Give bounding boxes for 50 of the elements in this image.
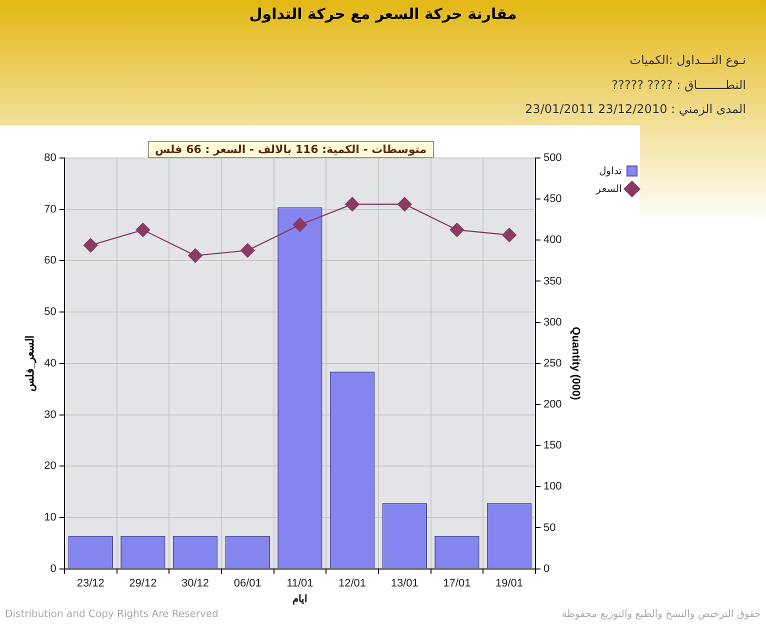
x-tick-label: 19/01	[496, 577, 524, 590]
point	[502, 228, 516, 242]
y2-tick-label: 200	[543, 398, 562, 411]
x-tick-label: 11/01	[286, 577, 314, 590]
y-tick-label: 80	[44, 152, 56, 164]
x-tick-label: 29/12	[129, 577, 157, 590]
text: النطــــــــاق : ???? ?????	[612, 78, 746, 92]
text: متوسطات - الكمية: 116 بالالف - السعر : 66 فلس	[148, 141, 434, 158]
y-axis-title: السعر_فلس	[24, 335, 37, 392]
y-tick-label: 10	[44, 511, 56, 524]
text: حقوق الترخيص والنسخ والطبع والتوزيع محفوظة	[562, 609, 761, 620]
y2-axis-title: Quantity (000)	[569, 326, 582, 400]
y2-tick-label: 50	[543, 522, 556, 534]
x-tick-label: 12/01	[338, 577, 366, 590]
y-tick-label: 0	[50, 562, 56, 575]
point	[188, 248, 202, 263]
x-tick-label: 23/12	[76, 577, 104, 590]
x-tick-label: 13/01	[390, 577, 418, 590]
y2-tick-label: 150	[543, 440, 562, 452]
text: Distribution and Copy Rights Are Reserved	[5, 609, 218, 620]
x-tick-label: 30/12	[182, 577, 210, 590]
x-tick-label: 17/01	[443, 577, 471, 590]
y2-tick-label: 0	[543, 562, 550, 575]
y2-tick-label: 500	[543, 152, 562, 164]
point	[292, 218, 307, 232]
text: نـوع التـــداول :الكميات	[630, 53, 746, 67]
legend-label: تداول	[599, 166, 622, 177]
point	[398, 197, 412, 212]
y2-tick-label: 350	[543, 275, 562, 288]
y-tick-label: 20	[44, 460, 56, 472]
point	[450, 222, 464, 237]
y2-tick-label: 300	[543, 316, 562, 328]
chart-title: مقارنة حركة السعر مع حركة التداول	[248, 5, 518, 23]
point	[136, 222, 150, 237]
legend-label: السعر	[595, 184, 622, 195]
text: المدى الزمني : 23/12/2010 23/01/2011	[525, 102, 746, 116]
y2-tick-label: 100	[543, 480, 562, 493]
y-tick-label: 50	[44, 306, 56, 318]
y-tick-label: 40	[44, 357, 56, 370]
point	[84, 238, 98, 252]
x-axis-title: ايام	[292, 594, 308, 605]
point	[345, 197, 360, 212]
y2-tick-label: 400	[543, 234, 562, 246]
y-tick-label: 30	[44, 408, 56, 421]
point	[240, 243, 255, 258]
y2-tick-label: 450	[543, 193, 562, 206]
x-tick-label: 06/01	[234, 577, 262, 590]
y-tick-label: 70	[44, 203, 56, 216]
y-tick-label: 60	[44, 254, 56, 267]
y2-tick-label: 250	[543, 357, 562, 370]
